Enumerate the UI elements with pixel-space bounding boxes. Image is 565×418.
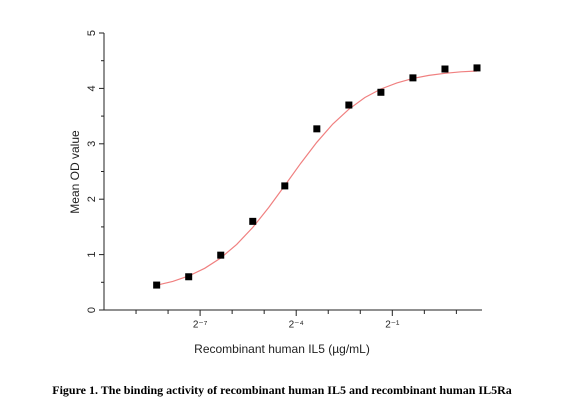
data-point (345, 101, 353, 109)
y-tick-label: 4 (86, 85, 98, 91)
x-axis-label: Recombinant human IL5 (µg/mL) (194, 342, 370, 356)
y-tick-label: 5 (86, 30, 98, 36)
data-point (153, 281, 161, 289)
data-point (441, 65, 449, 73)
x-tick-label: 2⁻⁴ (289, 320, 304, 331)
data-point (473, 64, 481, 72)
data-point (409, 74, 417, 82)
data-point (377, 88, 385, 96)
data-point (281, 182, 289, 190)
y-tick-label: 3 (86, 141, 98, 147)
figure-caption: Figure 1. The binding activity of recomb… (52, 383, 512, 397)
y-tick-label: 1 (86, 252, 98, 258)
data-point (217, 251, 225, 259)
fit-curve (156, 70, 478, 286)
y-tick-label: 2 (86, 196, 98, 202)
data-point (313, 125, 321, 133)
data-point (185, 273, 193, 281)
y-tick-label: 0 (86, 307, 98, 313)
x-tick-label: 2⁻¹ (385, 320, 400, 331)
data-point (249, 217, 257, 225)
x-tick-label: 2⁻⁷ (193, 320, 208, 331)
y-axis-label: Mean OD value (68, 130, 82, 214)
